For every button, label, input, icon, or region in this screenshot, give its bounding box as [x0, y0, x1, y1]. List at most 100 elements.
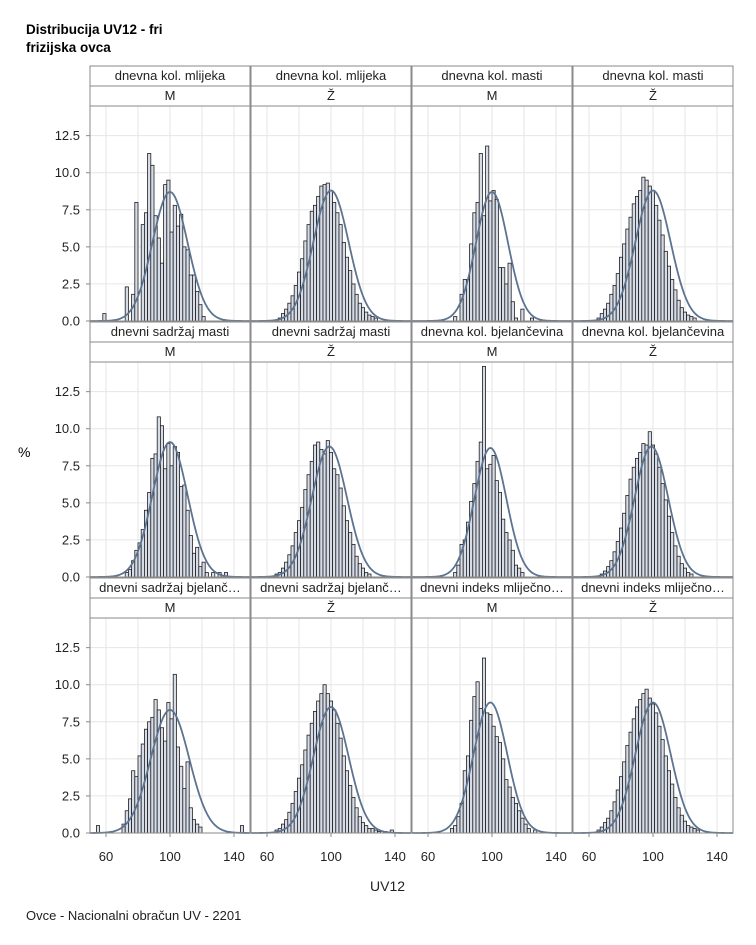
histogram-bar — [615, 273, 620, 322]
histogram-bar — [641, 176, 646, 322]
histogram-bar — [367, 828, 372, 834]
panel-frame — [572, 105, 734, 322]
x-tick-label: 140 — [706, 849, 728, 864]
histogram-bar — [322, 684, 327, 834]
panel-header-sex: M — [487, 344, 498, 359]
histogram-bar — [201, 561, 206, 578]
histogram-bar — [131, 770, 136, 834]
histogram-bar — [504, 779, 509, 834]
y-tick-label: 0.0 — [62, 826, 80, 841]
histogram-bar — [341, 242, 346, 322]
histogram-bar — [319, 693, 324, 834]
histogram-bar — [609, 293, 614, 322]
histogram-bar — [211, 572, 216, 578]
histogram-bar — [312, 204, 317, 322]
histogram-bar — [481, 657, 486, 834]
y-tick-label: 7.5 — [62, 714, 80, 729]
histogram-bar — [195, 546, 200, 578]
histogram-bar — [195, 823, 200, 834]
panel-header-trait: dnevna kol. mlijeka — [115, 68, 226, 83]
y-tick-label: 10.0 — [55, 165, 80, 180]
normal-density-curve — [89, 441, 251, 578]
histogram-bar — [175, 746, 180, 834]
histogram-bar — [491, 725, 496, 834]
panel-frame — [89, 361, 251, 578]
histogram-bar — [166, 179, 171, 322]
histogram-bar — [510, 549, 515, 578]
histogram-bar — [306, 474, 311, 578]
histogram-bar — [663, 499, 668, 578]
panel-header-trait: dnevni indeks mliječno… — [581, 580, 725, 595]
histogram-bar — [351, 543, 356, 578]
panel-header-sex: Ž — [649, 344, 657, 359]
histogram-bar — [449, 828, 454, 834]
histogram-bar — [514, 802, 519, 834]
histogram-bar — [341, 755, 346, 834]
histogram-bar — [312, 711, 317, 834]
histogram-bar — [462, 770, 467, 834]
panel-header-trait: dnevna kol. masti — [602, 68, 703, 83]
histogram-bar — [683, 567, 688, 578]
panel-header-sex: Ž — [649, 600, 657, 615]
histogram-bar — [179, 765, 184, 834]
histogram-bar — [188, 274, 193, 322]
histogram-bar — [140, 224, 145, 322]
histogram-bar — [156, 416, 161, 578]
histogram-bar — [651, 703, 656, 834]
histogram-bar — [670, 783, 675, 834]
histogram-bar — [663, 755, 668, 834]
histogram-bar — [312, 444, 317, 578]
histogram-bar — [239, 825, 244, 834]
histogram-bar — [309, 210, 314, 322]
histogram-bar — [651, 190, 656, 322]
panel-frame — [250, 105, 412, 322]
histogram-bar — [606, 817, 611, 834]
histogram-bar — [344, 256, 349, 322]
histogram-bar — [204, 572, 209, 578]
histogram-bar — [348, 270, 353, 322]
histogram-bar — [507, 539, 512, 578]
histogram-bar — [364, 311, 369, 322]
x-tick-label: 100 — [481, 849, 503, 864]
y-tick-label: 10.0 — [55, 677, 80, 692]
histogram-bar — [360, 822, 365, 834]
histogram-bar — [453, 825, 458, 834]
histogram-bar — [603, 822, 608, 834]
panel-header-sex: Ž — [649, 88, 657, 103]
histogram-bar — [635, 457, 640, 578]
histogram-bar — [124, 572, 129, 578]
histogram-bar — [689, 316, 694, 322]
histogram-bar — [657, 725, 662, 834]
histogram-bar — [332, 201, 337, 322]
x-tick-label: 140 — [223, 849, 245, 864]
histogram-bar — [316, 700, 321, 834]
histogram-bar — [673, 289, 678, 322]
panel-frame — [411, 105, 573, 322]
histogram-bar — [166, 443, 171, 578]
histogram-bar — [127, 569, 132, 578]
histogram-bar — [198, 304, 203, 322]
histogram-bar — [163, 740, 168, 834]
panel-header-sex: M — [165, 600, 176, 615]
histogram-bar — [169, 231, 174, 322]
histogram-bar — [364, 825, 369, 834]
panel-header-sex: M — [165, 344, 176, 359]
histogram-bar — [689, 826, 694, 834]
histogram-bar — [453, 316, 458, 322]
histogram-bar — [150, 457, 155, 578]
histogram-bar — [673, 545, 678, 578]
histogram-bar — [188, 535, 193, 578]
histogram-bar — [686, 314, 691, 322]
histogram-bar — [670, 532, 675, 578]
histogram-bar — [631, 203, 636, 322]
y-axis-label: % — [18, 444, 31, 460]
histogram-bar — [676, 807, 681, 834]
histogram-bar — [647, 697, 652, 834]
histogram-bar — [667, 515, 672, 578]
histogram-bar — [481, 215, 486, 322]
histogram-bar — [153, 699, 158, 834]
histogram-bar — [325, 182, 330, 322]
histogram-bar — [360, 307, 365, 322]
y-tick-label: 12.5 — [55, 640, 80, 655]
histogram-bar — [686, 825, 691, 834]
